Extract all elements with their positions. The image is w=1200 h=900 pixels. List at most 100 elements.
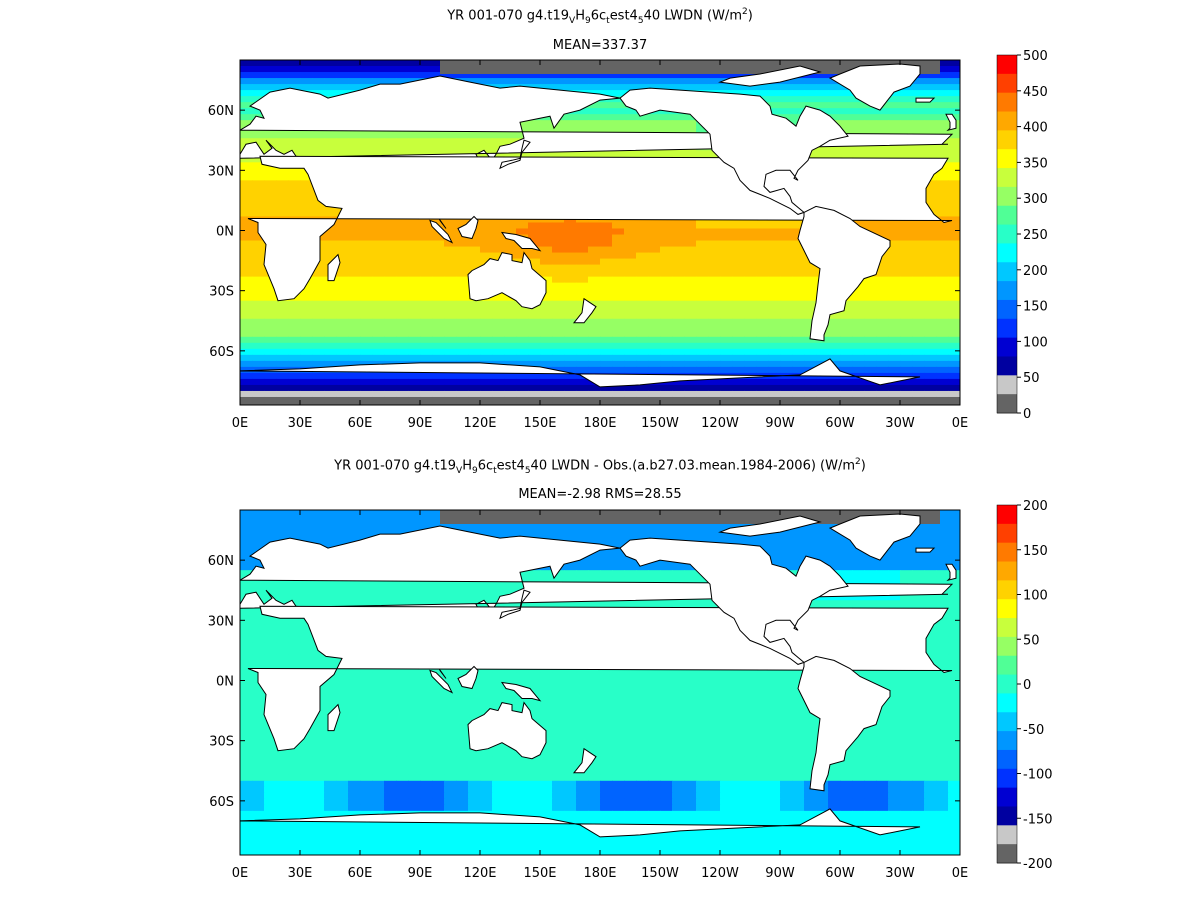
lat-label: 60N xyxy=(208,554,234,569)
lat-label: 30N xyxy=(208,164,234,179)
colorbar-swatch xyxy=(997,186,1017,207)
title-fragment: 6c xyxy=(590,8,607,24)
land-layer xyxy=(240,513,957,855)
colorbar-swatch xyxy=(997,655,1017,676)
colorbar-label: 50 xyxy=(1023,371,1040,386)
title-fragment: 2 xyxy=(855,457,861,467)
title-fragment: 40 LWDN (W/m xyxy=(643,8,742,24)
colorbar-swatch xyxy=(997,768,1017,789)
title-fragment: H xyxy=(575,8,585,24)
lon-label: 0E xyxy=(952,866,969,881)
colorbar-swatch xyxy=(997,281,1017,301)
title-fragment: 6c xyxy=(477,458,494,474)
colorbar-swatch xyxy=(997,561,1017,581)
colorbar-label: 500 xyxy=(1023,49,1048,64)
colorbar-swatch xyxy=(997,636,1017,657)
lat-label: 30N xyxy=(208,614,234,629)
continent-japan xyxy=(499,589,531,620)
colorbar-label: 200 xyxy=(1023,499,1048,514)
colorbar-label: 450 xyxy=(1023,85,1048,100)
lat-label: 0N xyxy=(216,674,234,689)
title-fragment: 9 xyxy=(471,465,478,476)
lat-label: 30S xyxy=(209,285,234,300)
colorbar-label: 100 xyxy=(1023,589,1048,604)
colorbar-swatch xyxy=(997,205,1017,226)
lon-label: 30E xyxy=(288,416,313,431)
bottom-map-title: YR 001-070 g4.t19VH96ctest4540 LWDN - Ob… xyxy=(0,457,1200,476)
colorbar-swatch xyxy=(997,674,1017,694)
colorbar-swatch xyxy=(997,394,1017,414)
lon-label: 180E xyxy=(583,866,616,881)
lon-label: 60E xyxy=(348,416,373,431)
colorbar-swatch xyxy=(997,337,1017,357)
colorbar-label: 200 xyxy=(1023,264,1048,279)
title-fragment: t xyxy=(606,15,610,26)
colorbar-label: 150 xyxy=(1023,300,1048,315)
lon-label: 90E xyxy=(408,416,433,431)
lon-label: 60W xyxy=(825,416,855,431)
colorbar-swatch xyxy=(997,693,1017,713)
colorbar-swatch xyxy=(997,356,1017,376)
colorbar-swatch xyxy=(997,243,1017,263)
title-fragment: YR 001-070 g4.t19 xyxy=(334,458,457,474)
continent-new-guinea xyxy=(500,681,542,702)
colorbar-swatch xyxy=(997,92,1017,113)
lon-label: 0E xyxy=(232,866,249,881)
bottom-map-subtitle: MEAN=-2.98 RMS=28.55 xyxy=(518,487,682,502)
colorbar-swatch xyxy=(997,806,1017,826)
title-fragment: est4 xyxy=(496,458,525,474)
title-fragment: YR 001-070 g4.t19 xyxy=(447,8,570,24)
lon-label: 180E xyxy=(583,416,616,431)
continent-madagascar xyxy=(327,253,341,282)
lon-label: 60E xyxy=(348,866,373,881)
lon-label: 150W xyxy=(641,866,679,881)
lon-label: 90W xyxy=(765,866,795,881)
lat-label: 60N xyxy=(208,104,234,119)
colorbar-label: 100 xyxy=(1023,335,1048,350)
colorbar-swatch xyxy=(997,731,1017,751)
colorbar-swatch xyxy=(997,580,1017,600)
continent-new-zealand xyxy=(572,747,597,774)
colorbar-label: 350 xyxy=(1023,156,1048,171)
continent-new-zealand xyxy=(572,297,597,324)
continent-south-america xyxy=(797,655,891,792)
lon-label: 60W xyxy=(825,866,855,881)
colorbar-swatch xyxy=(997,825,1017,845)
colorbar-swatch xyxy=(997,224,1017,244)
title-fragment: H xyxy=(462,458,472,474)
continent-borneo xyxy=(457,665,479,690)
continent-sumatra xyxy=(429,219,454,244)
continent-australia xyxy=(467,251,547,310)
continent-antarctica xyxy=(240,808,921,855)
title-fragment: est4 xyxy=(609,8,638,24)
lon-label: 0E xyxy=(232,416,249,431)
lon-label: 120W xyxy=(701,416,739,431)
title-fragment: 9 xyxy=(585,15,591,26)
colorbar-swatch xyxy=(997,375,1017,395)
colorbar-label: 300 xyxy=(1023,192,1048,207)
colorbar-swatch xyxy=(997,262,1017,282)
colorbar-swatch xyxy=(997,130,1017,150)
colorbar-swatch xyxy=(997,712,1017,732)
land-layer xyxy=(240,63,957,405)
lon-label: 90W xyxy=(765,416,795,431)
colorbar-label: 400 xyxy=(1023,121,1048,136)
top-map-panel: 60N 30N 0N 30S 60S 0E 30E 60E 90E 120E 150E 180E 150… xyxy=(208,49,1048,431)
colorbar-swatch xyxy=(997,168,1017,188)
colorbar-swatch xyxy=(997,542,1017,563)
colorbar-label: -150 xyxy=(1023,812,1053,827)
title-fragment: 5 xyxy=(637,15,644,26)
colorbar-swatch xyxy=(997,73,1017,94)
colorbar-label: 50 xyxy=(1023,633,1040,648)
title-fragment: 2 xyxy=(741,7,748,17)
lon-label: 120E xyxy=(463,416,496,431)
colorbar-swatch xyxy=(997,55,1017,75)
lat-label: 60S xyxy=(209,345,234,360)
title-fragment: 5 xyxy=(524,465,531,476)
colorbar-swatch xyxy=(997,787,1017,807)
bottom-map-panel: 60N 30N 0N 30S 60S 0E 30E 60E 90E 120E 150E 180E 150… xyxy=(208,499,1053,881)
colorbar-swatch xyxy=(997,505,1017,525)
colorbar-swatch xyxy=(997,599,1017,619)
top-map-title: YR 001-070 g4.t19VH96ctest4540 LWDN (W/m… xyxy=(0,7,1200,26)
